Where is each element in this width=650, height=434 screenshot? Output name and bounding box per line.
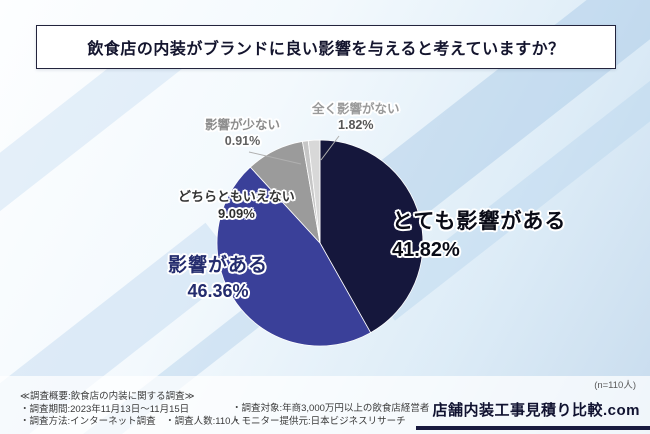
pie-slice-4 bbox=[307, 139, 321, 244]
pie-label-no-influence: 全く影響がない 1.82% bbox=[312, 102, 400, 133]
pie-label-very-much-influence: とても影響がある 41.82% bbox=[392, 210, 566, 262]
pie-chart bbox=[216, 139, 424, 347]
pie-label-value: 9.09% bbox=[217, 205, 255, 221]
brand-logo-text: 店舗内装工事見積り比較.com bbox=[416, 399, 650, 430]
survey-overview-title: ≪調査概要:飲食店の内装に関する調査≫ bbox=[20, 391, 195, 402]
pie-label-text: 全く影響がない bbox=[312, 102, 400, 116]
survey-method: ・調査方法:インターネット調査 ・調査人数:110人 bbox=[20, 416, 240, 427]
sample-size-label: (n=110人) bbox=[594, 380, 636, 391]
pie-label-has-influence: 影響がある 46.36% bbox=[168, 255, 268, 302]
pie-label-value: 1.82% bbox=[338, 118, 374, 133]
question-title: 飲食店の内装がブランドに良い影響を与えると考えていますか？ bbox=[87, 41, 565, 58]
pie-label-value: 0.91% bbox=[224, 134, 261, 149]
pie-label-text: とても影響がある bbox=[392, 210, 567, 233]
pie-label-neither: どちらともいえない 9.09% bbox=[178, 189, 295, 222]
question-title-box: 飲食店の内装がブランドに良い影響を与えると考えていますか？ bbox=[36, 25, 616, 69]
pie-label-text: どちらともいえない bbox=[178, 189, 295, 204]
pie-label-value: 41.82% bbox=[392, 239, 460, 262]
survey-overview-block: ≪調査概要:飲食店の内装に関する調査≫ ・調査期間:2023年11月13日～11… bbox=[20, 391, 240, 429]
pie-label-text: 影響がある bbox=[168, 255, 269, 276]
survey-provider: ・モニター提供元:日本ビジネスリサーチ bbox=[232, 415, 406, 427]
footer-band bbox=[0, 376, 650, 434]
pie-label-text: 影響が少ない bbox=[205, 118, 281, 132]
survey-target: ・調査対象:年商3,000万円以上の飲食店経営者 bbox=[232, 403, 430, 414]
pie-label-value: 46.36% bbox=[187, 280, 249, 301]
survey-period: ・調査期間:2023年11月13日～11月15日 bbox=[20, 403, 190, 415]
pie-label-little-influence: 影響が少ない 0.91% bbox=[205, 118, 280, 149]
survey-detail-block: ・調査対象:年商3,000万円以上の飲食店経営者 ・モニター提供元:日本ビジネス… bbox=[232, 403, 429, 428]
pie-slice-0 bbox=[319, 139, 424, 334]
pie-slice-1 bbox=[216, 166, 372, 347]
